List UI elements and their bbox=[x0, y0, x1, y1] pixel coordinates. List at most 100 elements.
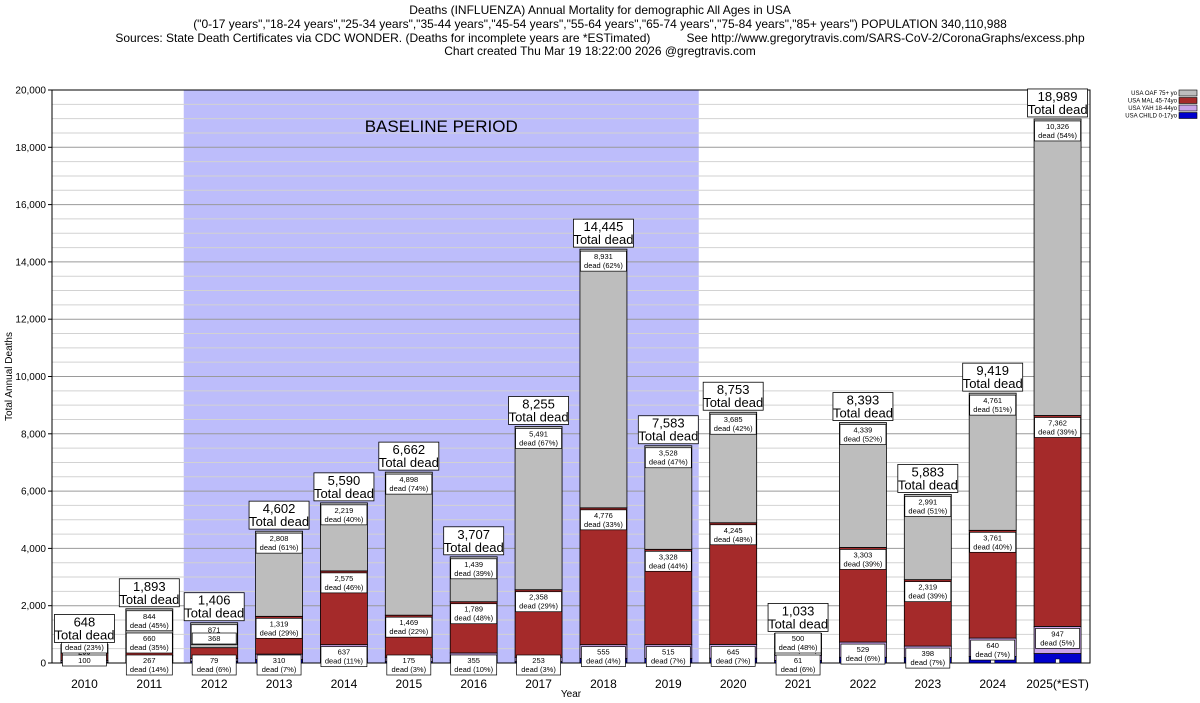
data-label-box bbox=[450, 654, 498, 676]
data-label-box bbox=[256, 654, 302, 676]
data-label-percent: dead (51%) bbox=[973, 405, 1012, 414]
total-label-suffix: Total dead bbox=[638, 429, 698, 444]
data-label-box bbox=[969, 394, 1017, 416]
x-tick-label: 2018 bbox=[590, 677, 617, 691]
data-label-percent: dead (40%) bbox=[973, 542, 1012, 551]
total-label-box bbox=[1027, 88, 1088, 118]
total-label-box bbox=[573, 218, 634, 248]
y-axis-title: Total Annual Deaths bbox=[4, 332, 15, 421]
data-label-box bbox=[904, 496, 952, 517]
data-label-value: 3,528 bbox=[659, 449, 678, 458]
y-tick-label: 4,000 bbox=[21, 544, 46, 555]
total-label-box bbox=[313, 472, 375, 502]
data-label-value: 8,931 bbox=[594, 252, 613, 261]
data-label-percent: dead (3%) bbox=[521, 665, 556, 674]
data-label-box bbox=[125, 610, 173, 632]
total-label-value: 5,883 bbox=[912, 464, 945, 479]
data-label-value: 640 bbox=[986, 641, 999, 650]
legend-swatch bbox=[1178, 112, 1198, 119]
chart-see-link[interactable]: See http://www.gregorytravis.com/SARS-Co… bbox=[686, 31, 1085, 45]
data-label-value: 2,991 bbox=[918, 497, 937, 506]
total-label-suffix: Total dead bbox=[768, 616, 828, 631]
data-label-percent: dead (44%) bbox=[649, 561, 688, 570]
data-label-percent: dead (22%) bbox=[389, 627, 428, 636]
data-label-percent: dead (33%) bbox=[584, 520, 623, 529]
data-label-percent: dead (4%) bbox=[586, 657, 621, 666]
data-label-box bbox=[905, 647, 951, 669]
total-label-value: 1,406 bbox=[198, 593, 231, 608]
total-label-value: 1,033 bbox=[782, 603, 815, 618]
data-label-percent: dead (39%) bbox=[454, 569, 493, 578]
data-label-box bbox=[320, 504, 368, 526]
x-tick-label: 2013 bbox=[266, 677, 293, 691]
data-label-value: 79 bbox=[210, 656, 218, 665]
data-label-percent: dead (7%) bbox=[975, 650, 1010, 659]
bar-segment-3 bbox=[1033, 118, 1082, 416]
data-label-percent: dead (39%) bbox=[1038, 427, 1077, 436]
total-label-suffix: Total dead bbox=[703, 395, 763, 410]
total-label-box bbox=[378, 441, 440, 471]
total-label-box bbox=[183, 592, 245, 622]
data-label-percent: dead (62%) bbox=[584, 261, 623, 270]
bar-segment-3 bbox=[968, 392, 1017, 531]
total-label-value: 8,753 bbox=[717, 382, 750, 397]
x-tick-label: 2015 bbox=[395, 677, 422, 691]
data-label-box bbox=[385, 616, 433, 638]
data-label-percent: dead (51%) bbox=[908, 506, 947, 515]
y-tick-label: 18,000 bbox=[15, 143, 46, 154]
x-tick-label: 2022 bbox=[850, 677, 877, 691]
data-label-box bbox=[645, 646, 691, 668]
data-label-value: 355 bbox=[467, 656, 480, 665]
data-label-box bbox=[709, 413, 757, 435]
data-label-box bbox=[320, 646, 368, 668]
data-label-box bbox=[255, 617, 303, 639]
total-label-box bbox=[897, 464, 959, 493]
legend-swatch bbox=[1178, 97, 1198, 104]
data-label-value: 3,328 bbox=[659, 552, 678, 561]
data-label-box bbox=[969, 531, 1017, 553]
data-label-percent: dead (7%) bbox=[262, 665, 297, 674]
data-label-value: 1,469 bbox=[399, 618, 418, 627]
data-label-value: 7,362 bbox=[1048, 418, 1067, 427]
data-label-box bbox=[709, 524, 757, 546]
data-label-box bbox=[644, 447, 692, 469]
data-label-percent: dead (74%) bbox=[389, 484, 428, 493]
data-label-value: 555 bbox=[597, 648, 610, 657]
legend-entry-label: USA CHILD 0-17yo bbox=[1125, 114, 1177, 120]
bar-segment-2 bbox=[1033, 415, 1082, 627]
baseline-period-label: BASELINE PERIOD bbox=[365, 117, 518, 136]
data-label-percent: dead (54%) bbox=[1038, 131, 1077, 140]
data-label-box bbox=[191, 654, 237, 676]
legend-entry-label: USA MAL 45-74yo bbox=[1128, 99, 1178, 105]
total-label-value: 5,590 bbox=[328, 473, 361, 488]
data-label-box bbox=[450, 603, 498, 625]
data-label-percent: dead (29%) bbox=[260, 628, 299, 637]
data-label-value: 871 bbox=[208, 626, 221, 635]
data-label-percent: dead (29%) bbox=[519, 602, 558, 611]
data-label-percent: dead (3%) bbox=[392, 665, 427, 674]
y-tick-label: 6,000 bbox=[21, 487, 46, 498]
data-label-percent: dead (7%) bbox=[911, 658, 946, 667]
total-label-value: 7,583 bbox=[652, 416, 685, 431]
legend-entry-label: USA YAH 18-44yo bbox=[1128, 106, 1177, 112]
chart-created: Chart created Thu Mar 19 18:22:00 2026 @… bbox=[444, 44, 756, 58]
data-label-value: 660 bbox=[143, 634, 156, 643]
data-label-box bbox=[515, 428, 562, 449]
data-label-box bbox=[580, 250, 627, 272]
x-tick-label: 2014 bbox=[331, 677, 358, 691]
y-tick-label: 12,000 bbox=[15, 315, 46, 326]
total-label-box bbox=[248, 500, 310, 530]
total-label-box bbox=[962, 362, 1024, 392]
total-label-value: 14,445 bbox=[584, 219, 624, 234]
total-label-suffix: Total dead bbox=[184, 606, 244, 621]
data-label-value: 310 bbox=[273, 656, 286, 665]
total-label-suffix: Total dead bbox=[963, 376, 1023, 391]
total-label-suffix: Total dead bbox=[54, 627, 114, 642]
total-label-suffix: Total dead bbox=[444, 540, 504, 555]
data-label-percent: dead (48%) bbox=[779, 643, 818, 652]
data-label-value: 100 bbox=[78, 656, 91, 665]
data-label-value: 3,685 bbox=[724, 415, 743, 424]
total-label-suffix: Total dead bbox=[898, 477, 958, 492]
data-label-percent: dead (14%) bbox=[130, 665, 169, 674]
data-label-value: 10,326 bbox=[1046, 122, 1069, 131]
